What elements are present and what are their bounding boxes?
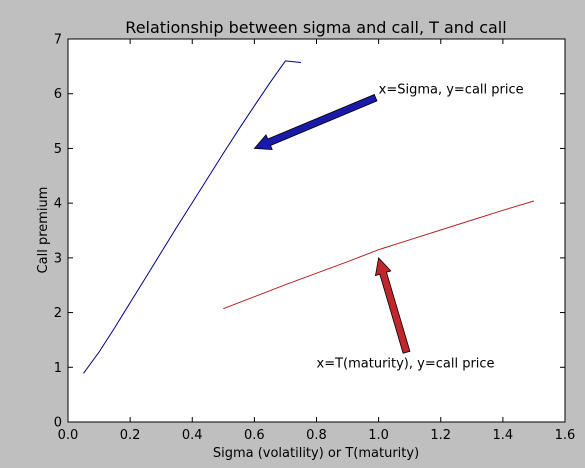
y-tick-label: 7 (54, 33, 62, 48)
annotation-text-2: x=T(maturity), y=call price (317, 356, 495, 371)
x-tick-label: 0.4 (182, 428, 203, 443)
annotation-arrow-1 (253, 93, 378, 151)
y-axis-ticks: 0 1 2 3 4 5 6 7 (54, 33, 565, 431)
y-tick-label: 4 (54, 197, 62, 212)
x-tick-label: 1.2 (430, 428, 451, 443)
y-tick-label: 3 (54, 251, 62, 266)
plot-frame (67, 38, 566, 423)
x-tick-label: 0.8 (306, 428, 327, 443)
x-tick-label: 1.6 (555, 428, 576, 443)
x-tick-label: 0.0 (58, 428, 79, 443)
annotation-text-1: x=Sigma, y=call price (379, 83, 524, 98)
x-tick-label: 0.2 (120, 428, 141, 443)
y-axis-label: Call premium (36, 187, 51, 274)
x-axis-label: Sigma (volatility) or T(maturity) (213, 446, 419, 461)
x-tick-label: 1.4 (493, 428, 514, 443)
x-axis-ticks: 0.0 0.2 0.4 0.6 0.8 1.0 1.2 1.4 1.6 (58, 39, 576, 443)
x-tick-label: 0.6 (244, 428, 265, 443)
y-tick-label: 5 (54, 142, 62, 157)
annotation-layer: x=Sigma, y=call price x=T(maturity), y=ca… (253, 83, 524, 371)
annotation-arrow-2 (374, 257, 411, 354)
y-tick-label: 6 (54, 87, 62, 102)
y-tick-label: 2 (54, 306, 62, 321)
plot-area (68, 39, 565, 422)
series-line-2 (223, 200, 535, 310)
y-tick-label: 1 (54, 361, 62, 376)
x-tick-label: 1.0 (368, 428, 389, 443)
chart-title: Relationship between sigma and call, T a… (125, 18, 506, 37)
series-line-1 (83, 60, 302, 374)
y-tick-label: 0 (54, 416, 62, 431)
series-layer (83, 60, 535, 374)
